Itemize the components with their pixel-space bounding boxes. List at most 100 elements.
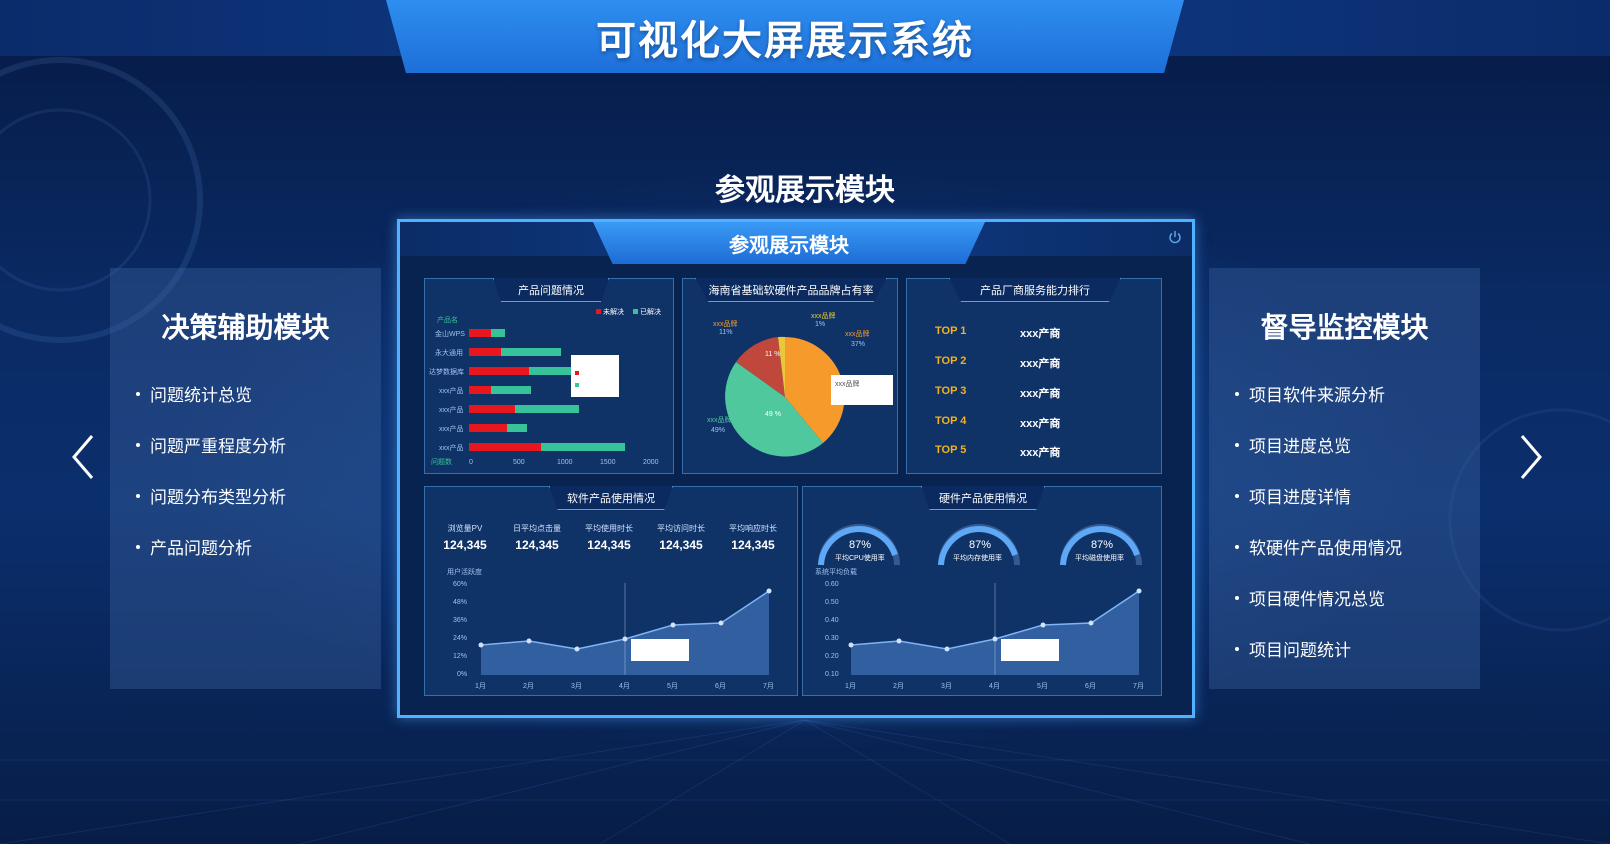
left-menu: 问题统计总览 问题严重程度分析 问题分布类型分析 产品问题分析 <box>110 368 381 572</box>
x-tick: 500 <box>513 459 525 466</box>
x-tick: 7月 <box>763 683 774 690</box>
chart-title: 用户活跃度 <box>447 569 482 576</box>
bullet-icon <box>1235 595 1239 600</box>
bullet-icon <box>1235 646 1239 651</box>
stat-item: 平均响应时长 124,345 <box>729 524 777 552</box>
pie-inner-label: 11 % <box>765 351 781 358</box>
gauge <box>938 524 1020 566</box>
rank-row: TOP 4 xxx产商 <box>935 415 1061 430</box>
stat-item: 平均使用时长 124,345 <box>585 524 633 552</box>
bullet-icon <box>136 493 140 498</box>
rank-row: TOP 3 xxx产商 <box>935 385 1061 400</box>
y-tick: 0.20 <box>825 653 839 660</box>
y-tick: 24% <box>453 635 468 642</box>
rank-row: TOP 2 xxx产商 <box>935 355 1061 370</box>
pie-tooltip: xxx品牌 <box>835 381 860 388</box>
chevron-left-icon[interactable] <box>68 432 98 482</box>
bullet-icon <box>1235 442 1239 447</box>
power-icon[interactable] <box>1168 230 1182 244</box>
y-tick: 0.50 <box>825 599 839 606</box>
gauge-label: 平均CPU使用率 <box>835 555 885 562</box>
y-tick: 48% <box>453 599 468 606</box>
card-title: 产品问题情况 <box>493 278 609 302</box>
x-tick: 6月 <box>715 683 726 690</box>
x-tick: 3月 <box>571 683 582 690</box>
bar-chart <box>469 329 625 451</box>
preview-banner: 参观展示模块 <box>593 222 985 264</box>
axis-title: 产品名 <box>437 317 458 324</box>
card-software-usage: 软件产品使用情况 浏览量PV 124,345 日平均点击量 124,345 平均使用… <box>424 486 798 696</box>
bullet-icon <box>1235 493 1239 498</box>
y-tick: 0.40 <box>825 617 839 624</box>
x-tick: 0 <box>469 459 473 466</box>
module-preview[interactable]: 参观展示模块 产品问题情况 未解决 已解决 产品名 金山WPS 永大通用 达梦数… <box>397 219 1195 718</box>
axis-bottom-title: 问题数 <box>431 459 452 466</box>
bullet-icon <box>1235 544 1239 549</box>
x-tick: 7月 <box>1133 683 1144 690</box>
bullet-icon <box>136 442 140 447</box>
card-title: 海南省基础软硬件产品品牌占有率 <box>695 278 887 302</box>
y-tick: 36% <box>453 617 468 624</box>
bullet-icon <box>136 544 140 549</box>
bullet-icon <box>1235 391 1239 396</box>
pie-pct: 37% <box>851 341 866 348</box>
area-chart <box>478 583 772 675</box>
legend-solved-label: 已解决 <box>640 309 661 316</box>
x-tick: 4月 <box>989 683 1000 690</box>
pie-label: xxx品牌 <box>707 417 732 424</box>
gauge-value: 87% <box>1091 539 1114 551</box>
rank-row: TOP 1 xxx产商 <box>935 325 1061 340</box>
left-menu-item[interactable]: 问题分布类型分析 <box>110 470 381 521</box>
right-menu-item[interactable]: 项目软件来源分析 <box>1209 368 1480 419</box>
card-brand-share: 海南省基础软硬件产品品牌占有率 xxx品牌 11% xxx品牌 1% xxx品牌… <box>682 278 898 474</box>
x-tick: 2月 <box>893 683 904 690</box>
y-tick: 0% <box>457 671 468 678</box>
x-tick: 1月 <box>475 683 486 690</box>
left-menu-item[interactable]: 问题严重程度分析 <box>110 419 381 470</box>
preview-title: 参观展示模块 <box>729 234 849 257</box>
header-banner: 可视化大屏展示系统 <box>386 0 1184 73</box>
row-label: 达梦数据库 <box>429 369 464 376</box>
x-tick: 2000 <box>643 459 659 466</box>
bullet-icon <box>136 391 140 396</box>
row-label: xxx产品 <box>439 388 464 395</box>
pie-label: xxx品牌 <box>713 321 738 328</box>
legend-solved-swatch <box>633 309 638 314</box>
x-tick: 3月 <box>941 683 952 690</box>
right-menu-item[interactable]: 项目问题统计 <box>1209 623 1480 674</box>
right-module-panel: 督导监控模块 项目软件来源分析 项目进度总览 项目进度详情 软硬件产品使用情况 … <box>1209 268 1480 689</box>
right-menu-item[interactable]: 项目进度总览 <box>1209 419 1480 470</box>
left-menu-item[interactable]: 问题统计总览 <box>110 368 381 419</box>
x-tick: 2月 <box>523 683 534 690</box>
gauge-value: 87% <box>849 539 872 551</box>
stat-item: 日平均点击量 124,345 <box>513 524 561 552</box>
right-menu-item[interactable]: 项目进度详情 <box>1209 470 1480 521</box>
right-menu-item[interactable]: 软硬件产品使用情况 <box>1209 521 1480 572</box>
x-tick: 5月 <box>667 683 678 690</box>
x-tick: 1500 <box>600 459 616 466</box>
chart-title: 系统平均负载 <box>815 569 857 576</box>
legend-unsolved-label: 未解决 <box>603 309 624 316</box>
right-menu: 项目软件来源分析 项目进度总览 项目进度详情 软硬件产品使用情况 项目硬件情况总… <box>1209 368 1480 674</box>
row-label: 金山WPS <box>435 331 465 338</box>
stat-item: 平均访问时长 124,345 <box>657 524 705 552</box>
chevron-right-icon[interactable] <box>1516 432 1546 482</box>
pie-label: xxx品牌 <box>811 313 836 320</box>
stat-item: 浏览量PV 124,345 <box>443 524 487 552</box>
y-tick: 0.30 <box>825 635 839 642</box>
left-module-panel: 决策辅助模块 问题统计总览 问题严重程度分析 问题分布类型分析 产品问题分析 <box>110 268 381 689</box>
x-tick: 1月 <box>845 683 856 690</box>
pie-pct: 49% <box>711 427 726 434</box>
left-menu-item[interactable]: 产品问题分析 <box>110 521 381 572</box>
gauge-label: 平均内存使用率 <box>953 555 1002 562</box>
row-label: 永大通用 <box>435 350 463 357</box>
left-panel-title: 决策辅助模块 <box>161 312 330 343</box>
gauge <box>1060 524 1142 566</box>
x-tick: 6月 <box>1085 683 1096 690</box>
pie-label: xxx品牌 <box>845 331 870 338</box>
pie-pct: 1% <box>815 321 826 328</box>
legend-unsolved-swatch <box>596 309 601 314</box>
pie-pct: 11% <box>719 329 733 336</box>
right-menu-item[interactable]: 项目硬件情况总览 <box>1209 572 1480 623</box>
x-tick: 1000 <box>557 459 573 466</box>
